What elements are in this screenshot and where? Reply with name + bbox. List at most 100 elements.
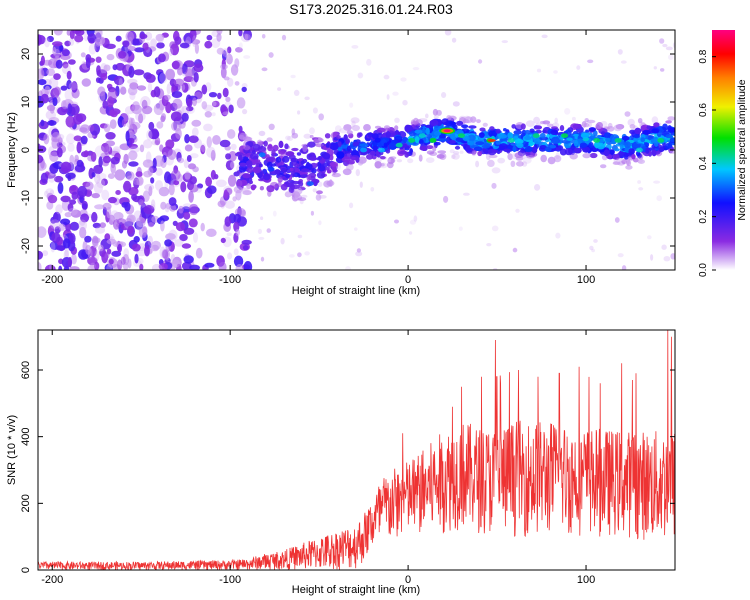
heatmap-cell <box>82 203 88 210</box>
heatmap-cell <box>170 111 182 122</box>
heatmap-cell <box>193 72 199 83</box>
heatmap-cell <box>346 130 353 135</box>
heatmap-cell <box>426 145 434 150</box>
heatmap-cell <box>177 157 185 164</box>
heatmap-cell <box>225 54 230 59</box>
heatmap-cell <box>374 137 381 143</box>
heatmap-y-axis-label: Frequency (Hz) <box>6 112 18 188</box>
heatmap-cell <box>49 219 61 230</box>
heatmap-cell <box>168 197 177 206</box>
heatmap-x-axis-label: Height of straight line (km) <box>292 285 420 297</box>
heatmap-cell <box>47 194 58 204</box>
heatmap-cell <box>246 183 252 190</box>
heatmap-cell <box>658 147 665 152</box>
heatmap-cell <box>191 119 202 127</box>
heatmap-cell <box>170 254 176 264</box>
heatmap-cell <box>317 156 323 160</box>
snr-y-tick-label: 600 <box>20 361 32 379</box>
heatmap-cell <box>468 125 477 129</box>
heatmap-cell <box>291 132 299 139</box>
heatmap-cell <box>301 168 310 173</box>
heatmap-cell <box>51 131 61 142</box>
heatmap-cell <box>572 123 582 129</box>
heatmap-cell <box>168 229 178 241</box>
heatmap-cell <box>309 134 314 139</box>
heatmap-cell <box>621 135 630 141</box>
heatmap-cell <box>266 185 275 193</box>
heatmap-cell <box>366 58 372 66</box>
heatmap-cell <box>84 235 92 243</box>
heatmap-cell <box>280 183 288 191</box>
heatmap-cell <box>81 78 92 87</box>
heatmap-cell <box>588 127 596 132</box>
colorbar-tick-label: 0.8 <box>698 49 709 63</box>
heatmap-cell <box>267 166 275 172</box>
heatmap-cell <box>603 149 610 157</box>
heatmap-cell <box>136 176 144 186</box>
heatmap-cell <box>98 244 104 252</box>
heatmap-cell <box>349 202 354 209</box>
heatmap-cell <box>672 132 675 136</box>
heatmap-cell <box>135 171 143 178</box>
heatmap-cell <box>217 200 226 208</box>
heatmap-cell <box>281 155 290 163</box>
heatmap-cell <box>636 157 644 164</box>
heatmap-cell <box>172 256 182 269</box>
heatmap-cell <box>376 127 386 133</box>
heatmap-cell <box>80 52 86 58</box>
snr-x-tick-label: -200 <box>41 574 63 586</box>
heatmap-cell <box>169 204 177 212</box>
heatmap-cell <box>375 150 380 157</box>
heatmap-cell <box>207 185 217 194</box>
heatmap-cell <box>451 37 457 43</box>
heatmap-cell <box>138 113 144 124</box>
heatmap-cell <box>125 171 135 181</box>
heatmap-cell <box>233 248 239 256</box>
heatmap-cell <box>634 127 642 135</box>
heatmap-cell <box>433 130 442 136</box>
heatmap-cell <box>50 241 56 253</box>
heatmap-cell <box>670 253 675 260</box>
heatmap-cell <box>346 145 351 152</box>
heatmap-cell <box>345 266 351 270</box>
heatmap-cell <box>285 135 291 141</box>
heatmap-cell <box>128 150 138 161</box>
heatmap-cell <box>127 225 134 234</box>
heatmap-cell <box>126 45 136 52</box>
heatmap-cell <box>281 34 287 41</box>
heatmap-cell <box>220 63 228 70</box>
heatmap-cell <box>128 117 133 127</box>
heatmap-cell <box>106 264 113 270</box>
heatmap-cell <box>456 120 464 126</box>
heatmap-cell <box>158 186 170 197</box>
heatmap-cell <box>186 98 193 108</box>
heatmap-cell <box>241 209 246 217</box>
heatmap-cell <box>148 121 155 131</box>
heatmap-cell <box>438 138 448 142</box>
heatmap-cell <box>230 143 237 151</box>
heatmap-cell <box>227 174 237 187</box>
heatmap-cell <box>491 225 499 232</box>
heatmap-cell <box>436 154 445 159</box>
heatmap-cell <box>280 237 285 245</box>
heatmap-cell <box>665 134 673 139</box>
heatmap-cell <box>183 211 191 220</box>
heatmap-cell <box>485 153 491 160</box>
heatmap-cell <box>633 134 641 139</box>
heatmap-x-tick-label: 100 <box>577 274 595 286</box>
heatmap-cell <box>449 121 457 126</box>
heatmap-cell <box>668 141 673 149</box>
heatmap-cell <box>143 205 155 215</box>
heatmap-cell <box>275 156 282 163</box>
heatmap-cell <box>150 38 158 48</box>
heatmap-cell <box>206 146 216 158</box>
heatmap-cell <box>201 101 208 110</box>
heatmap-cell <box>67 142 75 152</box>
heatmap-cell <box>357 72 364 79</box>
heatmap-cell <box>320 165 325 169</box>
heatmap-cell <box>536 68 542 73</box>
heatmap-cell <box>309 156 317 161</box>
heatmap-cell <box>83 150 89 158</box>
heatmap-cell <box>300 160 305 165</box>
heatmap-cell <box>488 130 495 137</box>
